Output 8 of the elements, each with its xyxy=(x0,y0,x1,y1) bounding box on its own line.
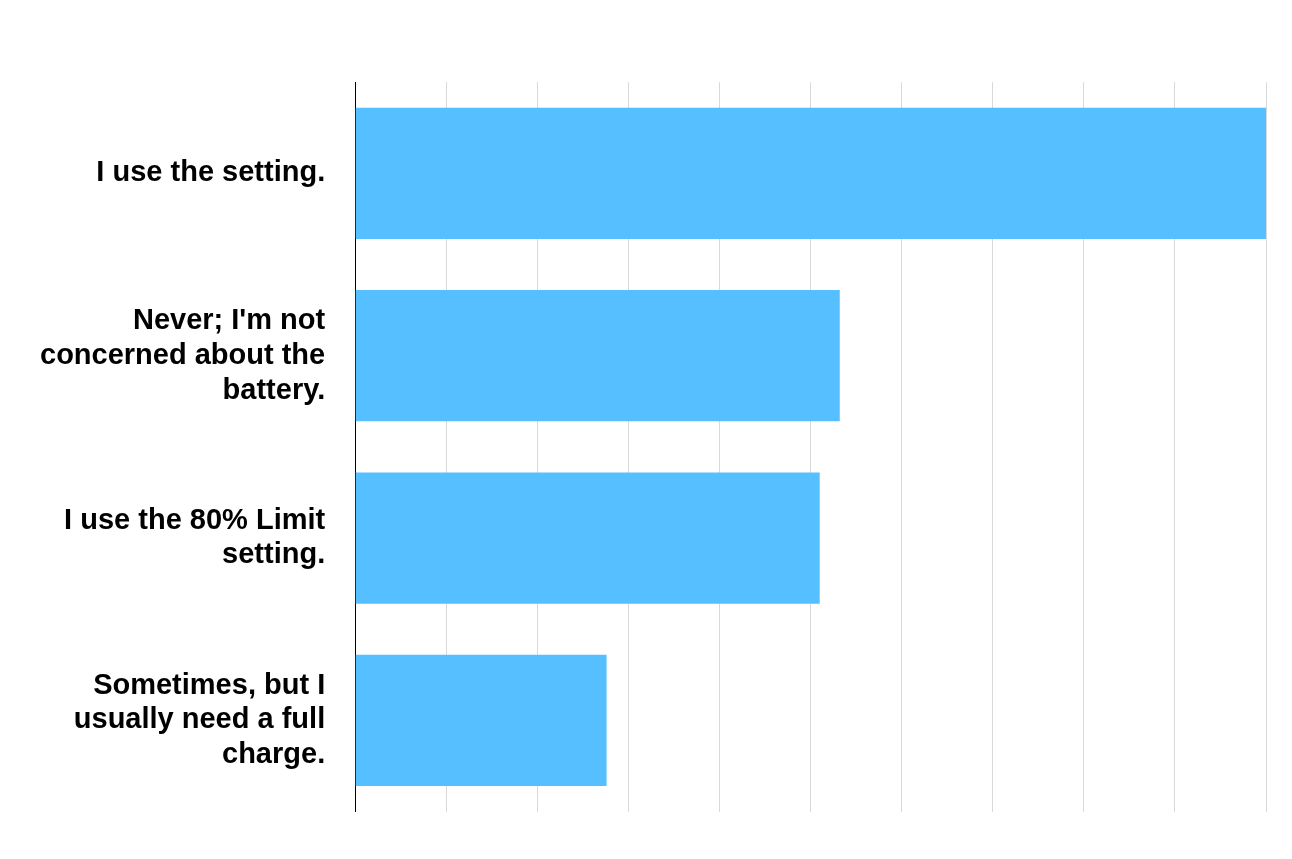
y-tick-label: I use the 80% Limit setting. xyxy=(64,502,326,570)
bar xyxy=(355,654,607,787)
y-tick-label: Sometimes, but I usually need a full charge. xyxy=(73,667,326,770)
y-tick-label: I use the setting. xyxy=(96,155,326,188)
bar xyxy=(355,472,820,604)
bar xyxy=(355,107,1266,240)
y-tick-label: Never; I'm not concerned about the battery. xyxy=(40,302,326,405)
bar xyxy=(355,290,840,422)
